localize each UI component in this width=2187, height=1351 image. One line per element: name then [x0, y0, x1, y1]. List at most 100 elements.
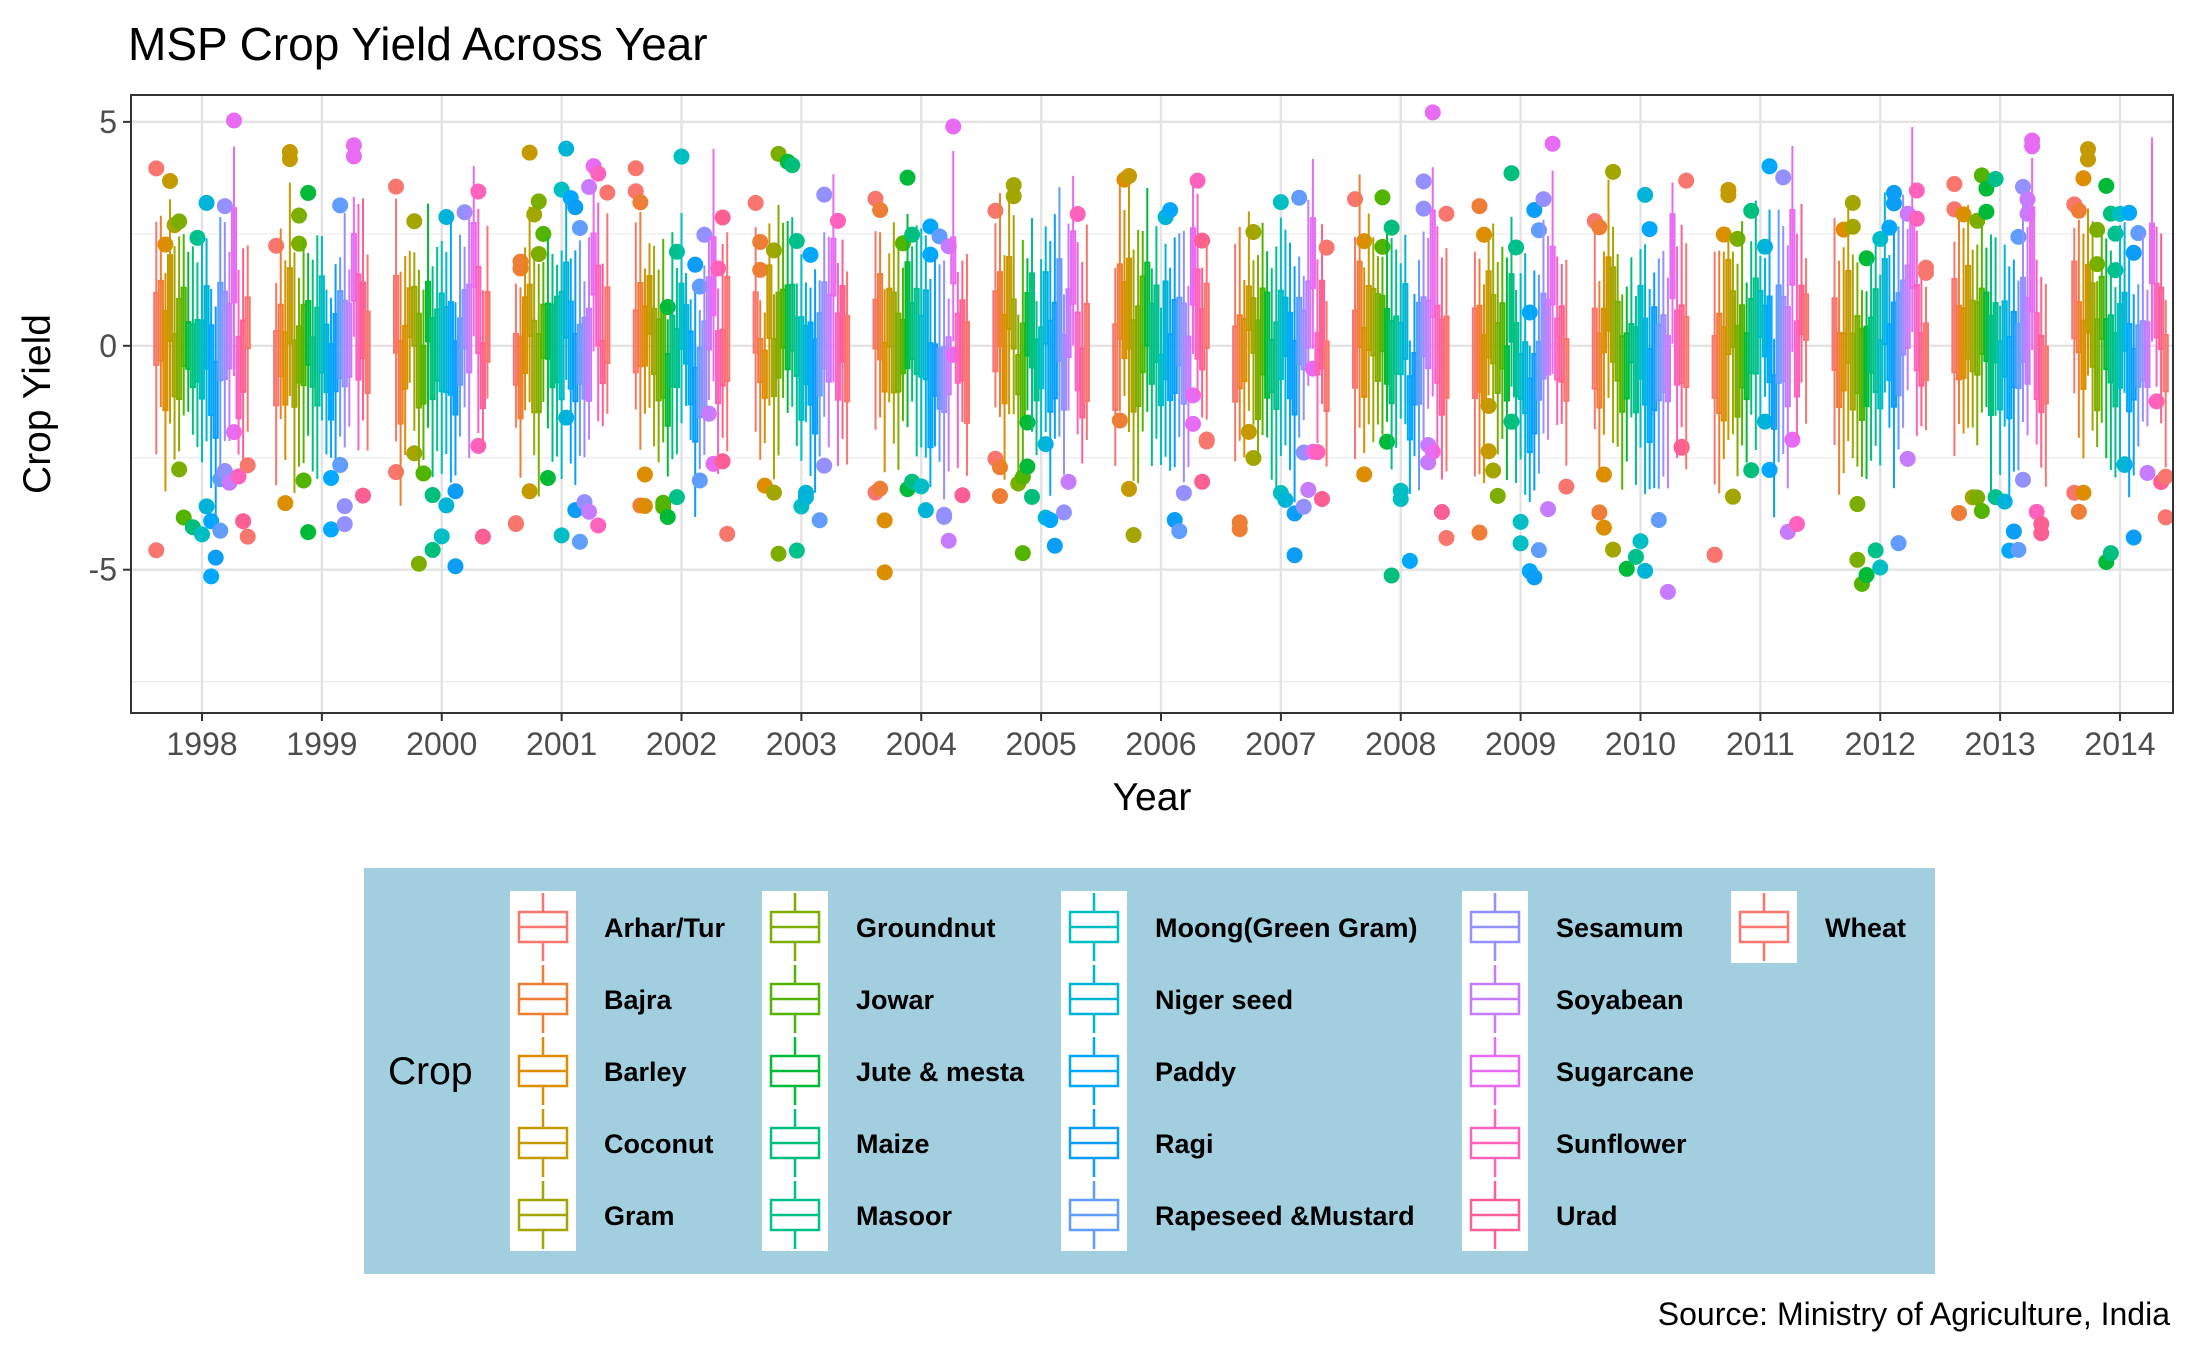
box — [1323, 340, 1330, 413]
outlier-point — [2089, 221, 2106, 238]
outlier-point — [1526, 202, 1543, 219]
legend-label: Sesamum — [1556, 913, 1684, 943]
legend-key — [1462, 891, 1528, 963]
boxplot — [239, 245, 256, 545]
outlier-point — [2070, 503, 2087, 520]
outlier-point — [1060, 473, 1077, 490]
boxplot — [2139, 289, 2156, 481]
box — [1987, 314, 1995, 417]
box — [1992, 302, 1999, 364]
box — [1125, 257, 1133, 350]
boxplot — [189, 229, 206, 448]
boxplot — [1240, 211, 1257, 440]
outlier-point — [627, 160, 644, 177]
outlier-point — [1438, 529, 1455, 546]
legend-key — [762, 1179, 828, 1251]
x-tick-label: 2009 — [1485, 726, 1556, 762]
outlier-point — [784, 157, 801, 174]
outlier-point — [936, 506, 953, 523]
outlier-point — [1489, 487, 1506, 504]
outlier-point — [230, 468, 247, 485]
box — [963, 321, 971, 424]
outlier-point — [581, 503, 598, 520]
outlier-point — [1111, 412, 1128, 429]
outlier-point — [336, 516, 353, 533]
box — [2042, 345, 2049, 405]
box — [1318, 279, 1326, 369]
legend-key — [1462, 1107, 1528, 1179]
boxplot — [1383, 219, 1400, 584]
box — [1443, 315, 1450, 399]
outlier-point — [719, 525, 736, 542]
outlier-point — [940, 532, 957, 549]
box — [212, 360, 219, 439]
boxplot — [1038, 259, 1045, 451]
outlier-point — [291, 207, 308, 224]
box — [350, 233, 357, 302]
outlier-point — [1383, 567, 1400, 584]
outlier-point — [558, 140, 575, 157]
outlier-point — [291, 235, 308, 252]
legend-key — [762, 963, 828, 1035]
box — [1153, 284, 1160, 363]
boxplot — [1006, 186, 1013, 415]
outlier-point — [691, 472, 708, 489]
box — [585, 307, 593, 402]
x-axis-title: Year — [1113, 776, 1192, 819]
outlier-point — [1162, 202, 1179, 219]
outlier-point — [1715, 226, 1732, 243]
boxplot — [1909, 126, 1916, 333]
box — [1351, 309, 1359, 389]
outlier-point — [1540, 501, 1557, 518]
legend-label: Wheat — [1825, 913, 1906, 943]
outlier-point — [872, 202, 889, 219]
outlier-point — [1356, 233, 1373, 250]
boxplot — [1908, 182, 1925, 437]
outlier-point — [148, 542, 165, 559]
outlier-point — [1508, 239, 1525, 256]
boxplot — [2098, 177, 2115, 570]
boxplot — [1779, 245, 1796, 540]
boxplot — [277, 260, 294, 512]
boxplot — [1632, 249, 1649, 550]
outlier-point — [590, 517, 607, 534]
box — [1720, 326, 1727, 422]
outlier-point — [765, 242, 782, 259]
box — [226, 302, 233, 370]
outlier-point — [1987, 170, 2004, 187]
boxplot — [424, 203, 432, 428]
outlier-point — [636, 497, 653, 514]
outlier-point — [1245, 223, 1262, 240]
boxplot — [2042, 283, 2049, 487]
box — [475, 265, 482, 355]
box — [535, 333, 542, 414]
outlier-point — [876, 564, 893, 581]
outlier-point — [1890, 535, 1907, 552]
boxplot — [590, 165, 607, 534]
outlier-point — [1374, 238, 1391, 255]
boxplot — [521, 144, 538, 500]
outlier-point — [2019, 191, 2036, 208]
outlier-point — [710, 260, 727, 277]
outlier-point — [714, 209, 731, 226]
x-tick-label: 2003 — [766, 726, 837, 762]
x-tick-label: 2007 — [1245, 726, 1316, 762]
outlier-point — [747, 194, 764, 211]
box — [346, 302, 353, 378]
boxplot — [1917, 259, 1934, 431]
boxplot — [1678, 172, 1695, 470]
outlier-point — [1950, 504, 1967, 521]
outlier-point — [507, 515, 524, 532]
box — [244, 296, 251, 350]
outlier-point — [788, 542, 805, 559]
legend-label: Maize — [856, 1129, 930, 1159]
box — [558, 290, 565, 401]
box — [595, 264, 602, 347]
legend-box — [364, 868, 1935, 1274]
outlier-point — [1347, 191, 1364, 208]
outlier-point — [954, 487, 971, 504]
boxplot — [1060, 223, 1077, 490]
boxplot — [1845, 207, 1852, 442]
box — [922, 289, 929, 381]
boxplot — [1005, 177, 1022, 415]
